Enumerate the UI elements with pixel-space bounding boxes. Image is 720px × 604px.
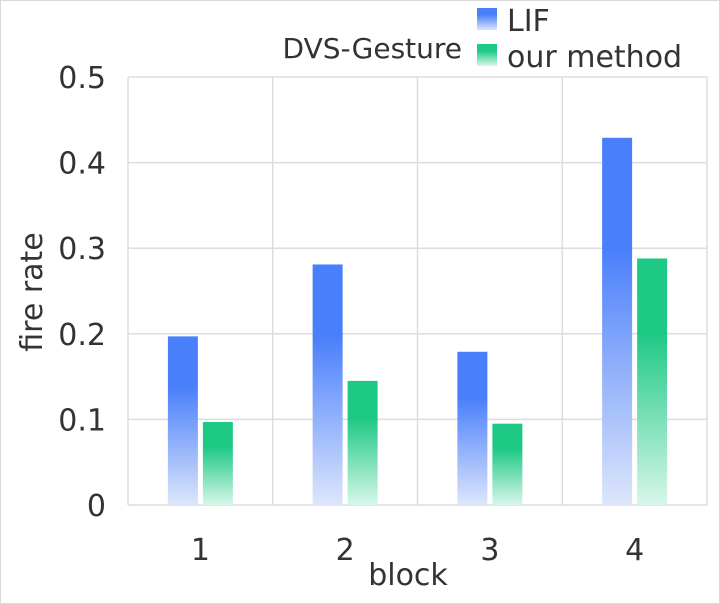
- bars: [167, 137, 668, 505]
- x-tick-label: 3: [480, 533, 499, 568]
- legend: LIF our method: [477, 4, 682, 75]
- legend-label-our-method: our method: [507, 40, 682, 75]
- bar-our-method-block-1: [202, 421, 233, 505]
- y-tick-label: 0.3: [58, 232, 106, 267]
- bar-lif-block-1: [167, 336, 198, 505]
- bar-our-method-block-2: [347, 380, 378, 505]
- x-tick-labels: 1 2 3 4: [191, 533, 644, 568]
- y-axis-label: fire rate: [15, 232, 50, 352]
- bar-lif-block-2: [312, 264, 343, 505]
- y-tick-labels: 0 0.1 0.2 0.3 0.4 0.5: [58, 61, 106, 524]
- y-tick-label: 0.5: [58, 61, 106, 96]
- x-tick-label: 4: [625, 533, 644, 568]
- legend-swatch-lif: [477, 8, 497, 30]
- chart-title: DVS-Gesture: [283, 32, 462, 65]
- bar-lif-block-4: [602, 137, 633, 505]
- legend-label-lif: LIF: [507, 4, 550, 39]
- bar-lif-block-3: [457, 351, 488, 505]
- bar-our-method-block-4: [637, 258, 668, 505]
- x-tick-label: 1: [191, 533, 210, 568]
- y-tick-label: 0: [87, 489, 106, 524]
- bar-our-method-block-3: [492, 423, 523, 505]
- x-tick-label: 2: [336, 533, 355, 568]
- legend-swatch-our-method: [477, 44, 497, 66]
- x-axis-label: block: [368, 558, 448, 593]
- y-tick-label: 0.2: [58, 318, 106, 353]
- y-tick-label: 0.1: [58, 403, 106, 438]
- y-tick-label: 0.4: [58, 147, 106, 182]
